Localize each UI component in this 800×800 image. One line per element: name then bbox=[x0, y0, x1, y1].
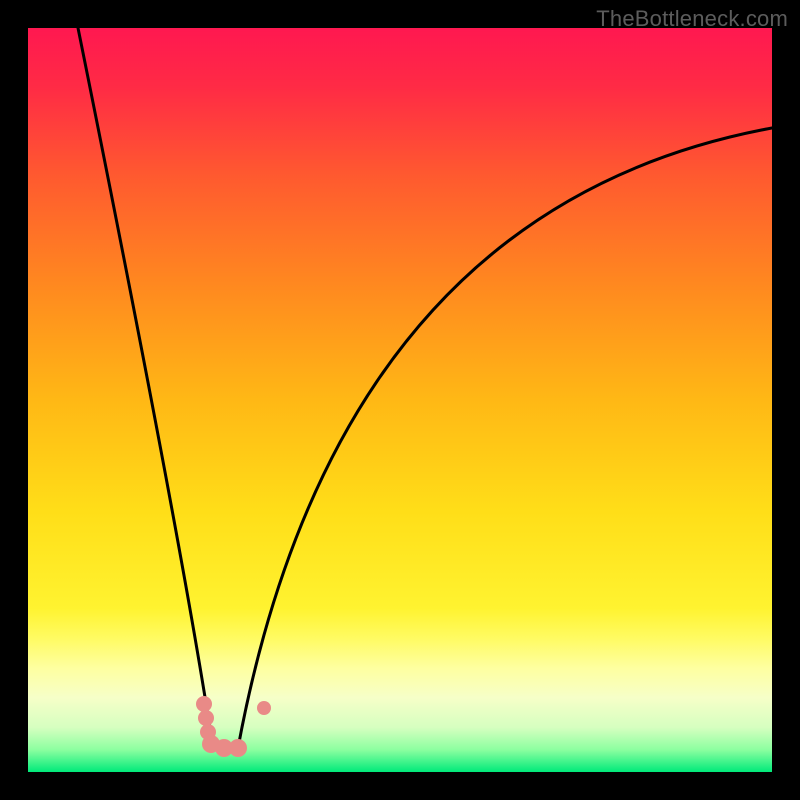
plot-area bbox=[28, 28, 772, 772]
marker-dot bbox=[257, 701, 271, 715]
right-curve bbox=[238, 128, 772, 748]
marker-cluster-l bbox=[196, 696, 247, 757]
watermark-text: TheBottleneck.com bbox=[596, 6, 788, 32]
curve-layer bbox=[28, 28, 772, 772]
left-curve bbox=[78, 28, 213, 748]
chart-frame: TheBottleneck.com bbox=[0, 0, 800, 800]
